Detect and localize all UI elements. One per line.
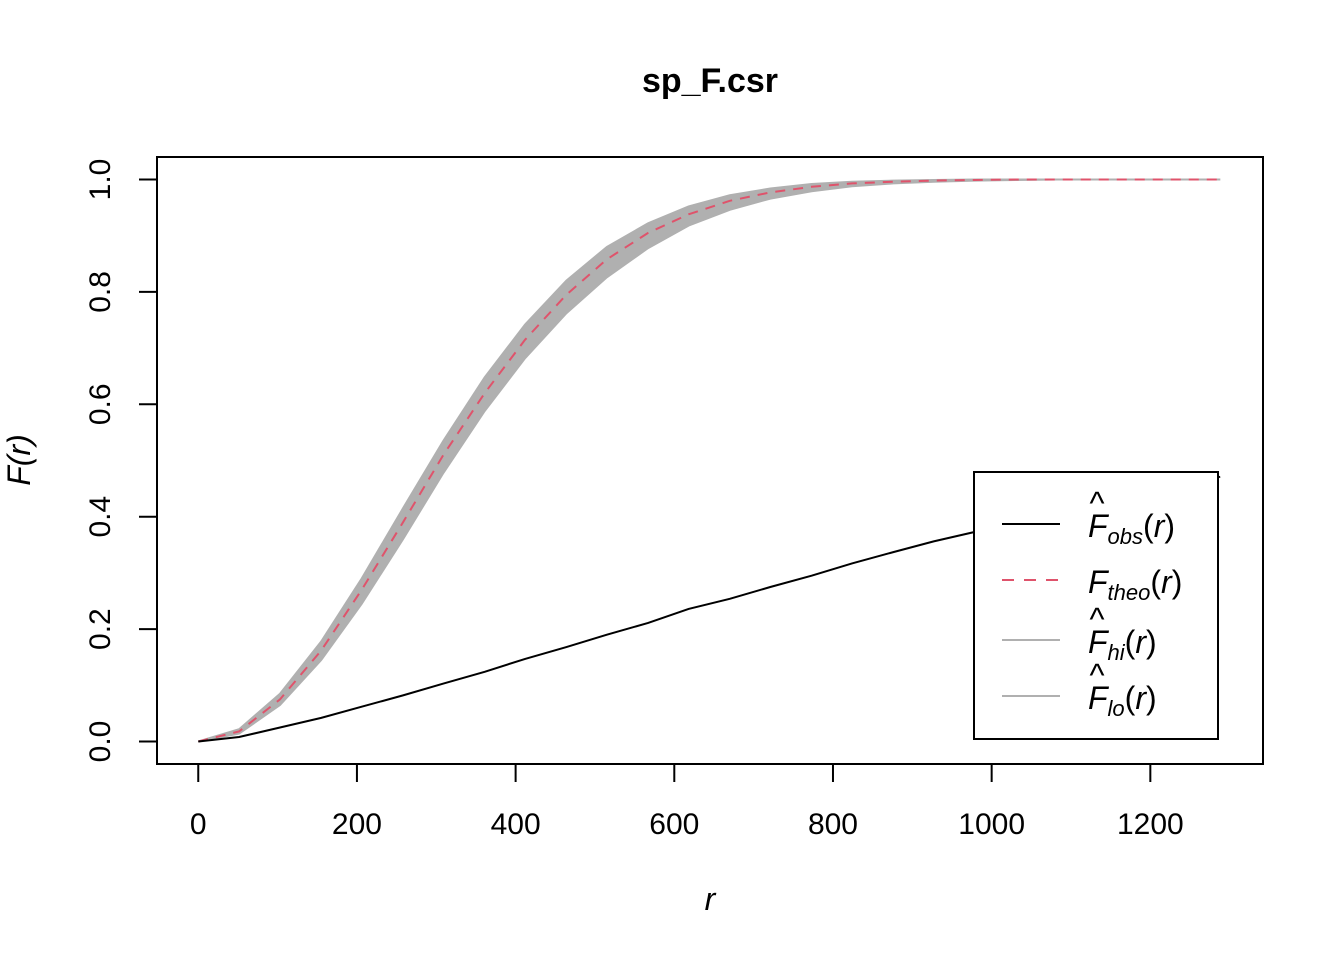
- x-tick-label: 0: [190, 808, 207, 841]
- legend-entry-lo: ^ Flo(r): [1002, 657, 1157, 721]
- x-tick-label: 1200: [1117, 808, 1184, 841]
- legend-hat-lo: ^: [1089, 657, 1104, 693]
- x-tick-label: 600: [649, 808, 699, 841]
- y-axis-label: F(r): [1, 434, 37, 486]
- y-tick-label: 0.0: [84, 721, 117, 763]
- legend: ^ Fobs(r) Ftheo(r) ^ Fhi(r) ^ Flo(r): [973, 471, 1219, 740]
- legend-label-obs: Fobs(r): [1088, 508, 1175, 549]
- legend-entry-theo: Ftheo(r): [1002, 564, 1182, 605]
- series-line-theo: [198, 178, 1221, 743]
- legend-hat-hi: ^: [1089, 601, 1104, 637]
- y-axis: 0.0 0.2 0.4 0.6 0.8 1.0: [84, 159, 158, 763]
- legend-label-lo: Flo(r): [1088, 680, 1157, 721]
- legend-box: [973, 471, 1219, 740]
- legend-label-hi: Fhi(r): [1088, 624, 1157, 665]
- x-axis: 0 200 400 600 800 1000 1200: [190, 763, 1184, 841]
- y-tick-label: 0.8: [84, 271, 117, 313]
- x-tick-label: 800: [808, 808, 858, 841]
- y-tick-label: 0.4: [84, 496, 117, 538]
- legend-label-theo: Ftheo(r): [1088, 564, 1182, 605]
- chart-title: sp_F.csr: [642, 62, 778, 100]
- y-tick-label: 0.2: [84, 608, 117, 650]
- legend-entry-obs: ^ Fobs(r): [1002, 485, 1175, 549]
- y-tick-label: 1.0: [84, 159, 117, 201]
- legend-entry-hi: ^ Fhi(r): [1002, 601, 1157, 665]
- x-tick-label: 400: [491, 808, 541, 841]
- x-tick-label: 1000: [958, 808, 1025, 841]
- legend-hat-obs: ^: [1089, 485, 1104, 521]
- x-tick-label: 200: [332, 808, 382, 841]
- y-tick-label: 0.6: [84, 383, 117, 425]
- x-axis-label: r: [705, 881, 717, 917]
